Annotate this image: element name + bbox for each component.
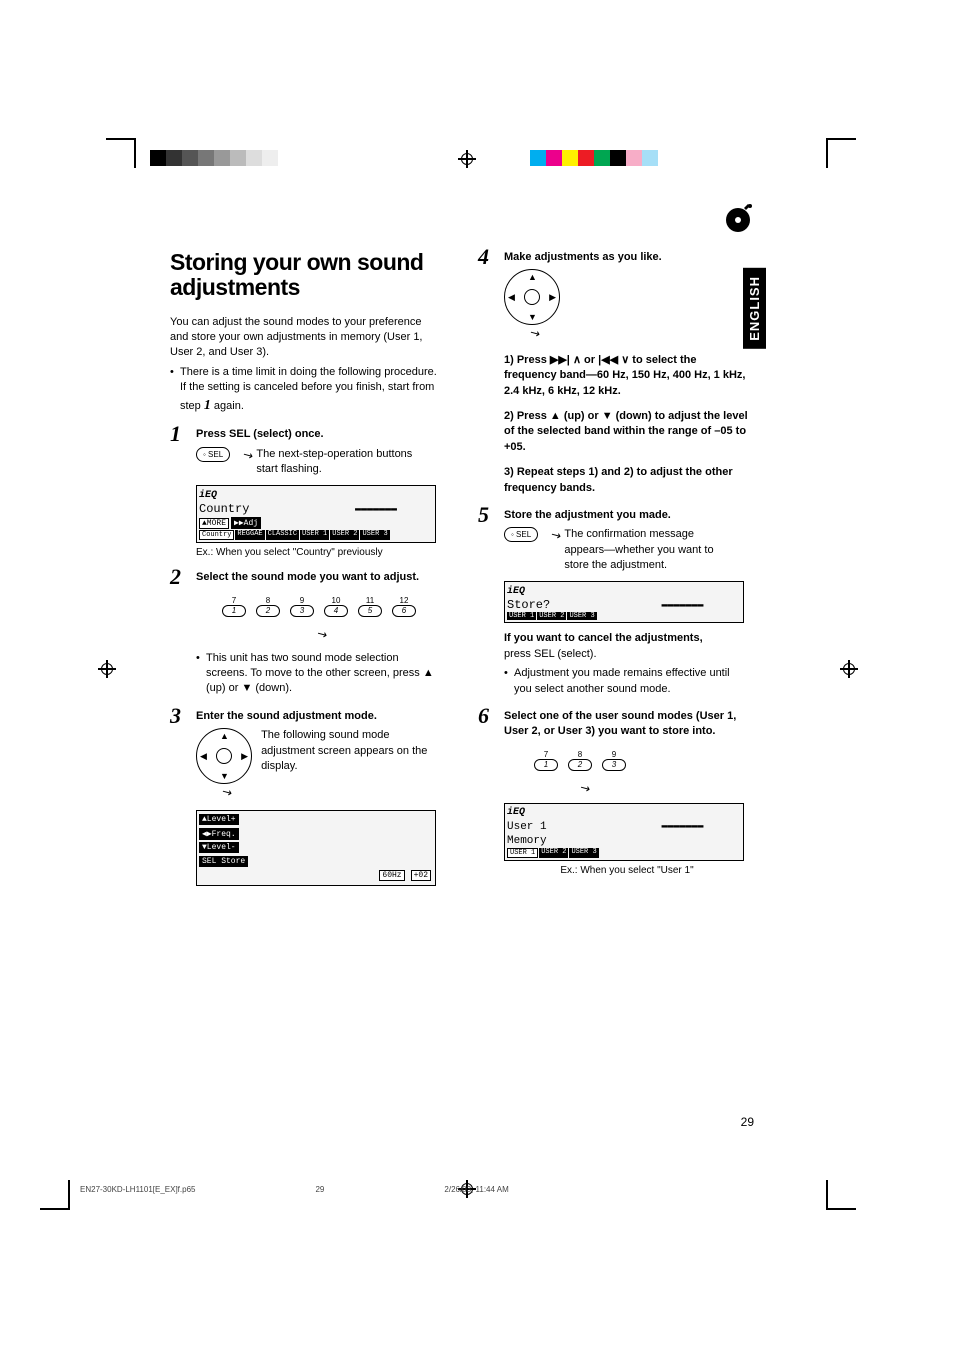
cancel-note: If you want to cancel the adjustments, p…	[504, 631, 750, 662]
step-number: 2	[170, 564, 181, 590]
crop-mark	[40, 1180, 70, 1210]
step-title: Select the sound mode you want to adjust…	[196, 570, 442, 585]
step-number: 6	[478, 703, 489, 729]
step-number: 4	[478, 244, 489, 270]
pointer-icon: ↘	[548, 526, 565, 546]
registration-mark	[98, 660, 116, 678]
intro-text: You can adjust the sound modes to your p…	[170, 315, 442, 361]
lcd-display-3: ▲Level+◀▶Freq.▼Level-SEL Store 60Hz +02	[196, 810, 436, 886]
step-number: 3	[170, 703, 181, 729]
pointer-icon: ↘	[314, 625, 330, 642]
color-bar-right	[530, 150, 674, 166]
disc-icon	[720, 200, 754, 234]
registration-mark	[840, 660, 858, 678]
sel-button-icon: ◦ SEL	[504, 527, 538, 542]
step-body: The following sound mode adjustment scre…	[261, 728, 431, 774]
display-caption: Ex.: When you select "User 1"	[504, 865, 750, 876]
step-title: Press SEL (select) once.	[196, 427, 442, 442]
display-caption: Ex.: When you select "Country" previousl…	[196, 547, 442, 558]
step-6: 6 Select one of the user sound modes (Us…	[478, 709, 750, 876]
dpad-icon: ▲ ▼ ◀ ▶	[196, 728, 252, 784]
color-bar-left	[150, 150, 294, 166]
step-number: 1	[170, 421, 181, 447]
step-title: Enter the sound adjustment mode.	[196, 709, 442, 724]
crop-mark	[106, 138, 136, 168]
crop-mark	[826, 1180, 856, 1210]
step-title: Store the adjustment you made.	[504, 508, 750, 523]
step-4: 4 Make adjustments as you like. ▲ ▼ ◀ ▶ …	[478, 250, 750, 496]
page-title: Storing your own sound adjustments	[170, 250, 442, 301]
pointer-icon: ↘	[218, 783, 235, 803]
step-body: The confirmation message appears—whether…	[564, 527, 734, 573]
step-5: 5 Store the adjustment you made. ◦ SEL ↘…	[478, 508, 750, 697]
step-bullet: This unit has two sound mode selection s…	[196, 651, 442, 697]
step-title: Make adjustments as you like.	[504, 250, 750, 265]
step-title: Select one of the user sound modes (User…	[504, 709, 750, 740]
lcd-display-5: iEQ Store?▬▬▬▬▬▬▬ USER 1USER 2USER 3	[504, 581, 744, 623]
cancel-bullet: Adjustment you made remains effective un…	[504, 666, 750, 697]
preset-buttons-6: 718293104115126	[196, 596, 442, 617]
crop-mark	[826, 138, 856, 168]
preset-buttons-3: 718293	[534, 750, 750, 771]
step-body: The next-step-operation buttons start fl…	[256, 447, 426, 478]
step-1: 1 Press SEL (select) once. ◦ SEL ↘ The n…	[170, 427, 442, 558]
registration-mark	[458, 150, 476, 168]
lcd-display-6: iEQ User 1▬▬▬▬▬▬▬ Memory USER 1USER 2USE…	[504, 803, 744, 861]
step-3: 3 Enter the sound adjustment mode. ▲ ▼ ◀…	[170, 709, 442, 886]
step-number: 5	[478, 502, 489, 528]
step-2: 2 Select the sound mode you want to adju…	[170, 570, 442, 697]
pointer-icon: ↘	[526, 324, 543, 344]
sel-button-icon: ◦ SEL	[196, 447, 230, 462]
page-number: 29	[741, 1115, 754, 1129]
pointer-icon: ↘	[577, 779, 593, 796]
footer: EN27-30KD-LH1101[E_EX]f.p65292/26/03, 11…	[80, 1185, 629, 1194]
dpad-icon: ▲ ▼ ◀ ▶	[504, 269, 560, 325]
substep-2: 2) Press ▲ (up) or ▼ (down) to adjust th…	[504, 409, 750, 455]
pointer-icon: ↘	[240, 445, 257, 465]
lcd-display-1: iEQ Country▬▬▬▬▬▬▬ ▲MORE▶▶Adj CountryREG…	[196, 485, 436, 543]
substep-1: 1) Press ▶▶| ∧ or |◀◀ ∨ to select the fr…	[504, 353, 750, 399]
substep-3: 3) Repeat steps 1) and 2) to adjust the …	[504, 465, 750, 496]
intro-bullet: There is a time limit in doing the follo…	[170, 365, 442, 415]
